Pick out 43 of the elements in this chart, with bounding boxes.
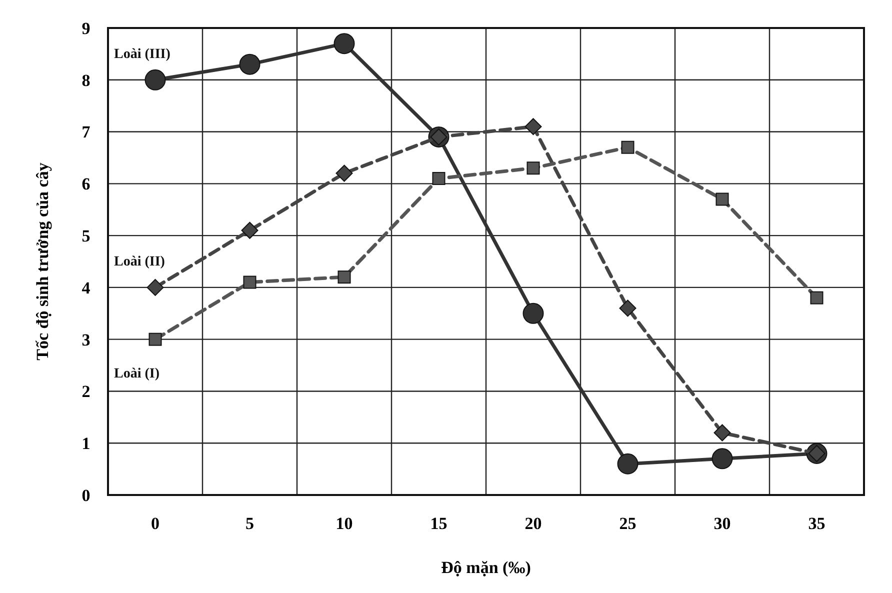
point: [338, 270, 351, 284]
point: [522, 302, 544, 324]
x-tick-label: 35: [808, 514, 826, 533]
y-tick-label: 4: [82, 278, 91, 298]
point: [148, 332, 162, 346]
series-label: Loài (III): [114, 46, 171, 62]
y-tick-label: 6: [82, 174, 90, 194]
point: [716, 192, 729, 206]
y-axis-title: Tốc độ sinh trưởng của cây: [33, 162, 52, 360]
x-tick-label: 5: [246, 514, 254, 533]
point: [617, 453, 638, 474]
point: [243, 276, 256, 289]
y-tick-label: 3: [82, 330, 90, 350]
x-tick-label: 15: [430, 514, 448, 533]
x-tick-label: 30: [714, 514, 731, 533]
point: [619, 300, 636, 317]
x-tick-label: 25: [619, 514, 636, 533]
point: [336, 164, 353, 182]
y-tick-label: 2: [82, 382, 90, 402]
x-axis-title: Độ mặn (‰): [441, 558, 531, 577]
point: [524, 118, 542, 136]
point: [239, 54, 260, 75]
point: [144, 69, 166, 90]
x-tick-label: 20: [524, 514, 542, 533]
x-tick-label: 0: [151, 514, 160, 533]
series-label: Loài (I): [114, 366, 160, 382]
series-label: Loài (II): [114, 254, 166, 270]
y-tick-label: 1: [82, 434, 90, 454]
point: [146, 278, 164, 296]
x-tick-label: 10: [336, 514, 353, 533]
point: [810, 291, 824, 304]
point: [714, 424, 731, 442]
y-tick-label: 9: [82, 18, 90, 38]
y-tick-label: 8: [82, 70, 90, 90]
y-tick-label: 7: [82, 122, 91, 142]
point: [241, 222, 258, 239]
point: [334, 33, 355, 54]
point: [526, 162, 540, 175]
y-tick-label: 5: [82, 226, 90, 246]
y-tick-label: 0: [82, 486, 90, 505]
point: [712, 448, 733, 470]
point: [621, 140, 634, 154]
point: [432, 172, 446, 185]
